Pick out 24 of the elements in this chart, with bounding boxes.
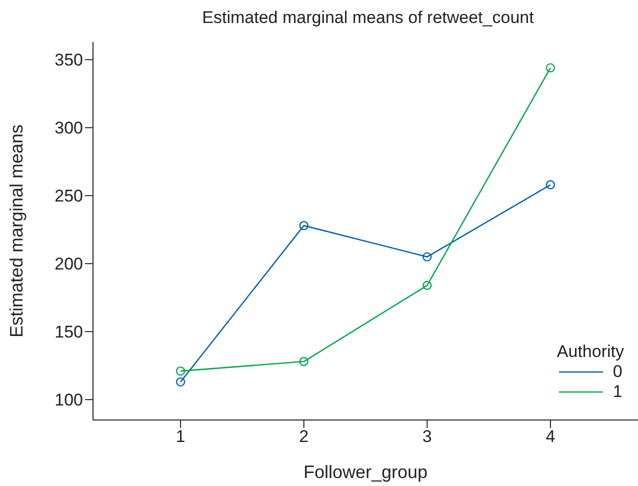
point [299, 356, 308, 366]
legend-label: 0 [612, 362, 622, 382]
y-tick-label: 300 [54, 118, 83, 138]
legend-title: Authority [556, 342, 624, 362]
y-axis-title: Estimated marginal means [6, 124, 26, 338]
point [176, 366, 186, 376]
y-tick-label: 100 [54, 390, 83, 410]
x-tick-label: 3 [422, 427, 432, 446]
point [299, 220, 308, 230]
x-tick-label: 1 [176, 427, 186, 446]
y-tick-label: 150 [54, 322, 83, 342]
chart-title: Estimated marginal means of retweet_count [201, 8, 535, 29]
point [422, 280, 432, 290]
x-tick-label: 4 [546, 427, 556, 446]
point [546, 63, 556, 72]
point [546, 180, 556, 190]
y-tick-label: 350 [54, 50, 83, 70]
x-tick-label: 2 [299, 427, 309, 446]
legend-label: 1 [612, 382, 622, 402]
point [422, 252, 432, 262]
y-tick-label: 200 [54, 254, 83, 274]
x-axis-title: Follower_group [303, 462, 428, 482]
y-tick-label: 250 [54, 186, 83, 206]
point [176, 377, 186, 387]
